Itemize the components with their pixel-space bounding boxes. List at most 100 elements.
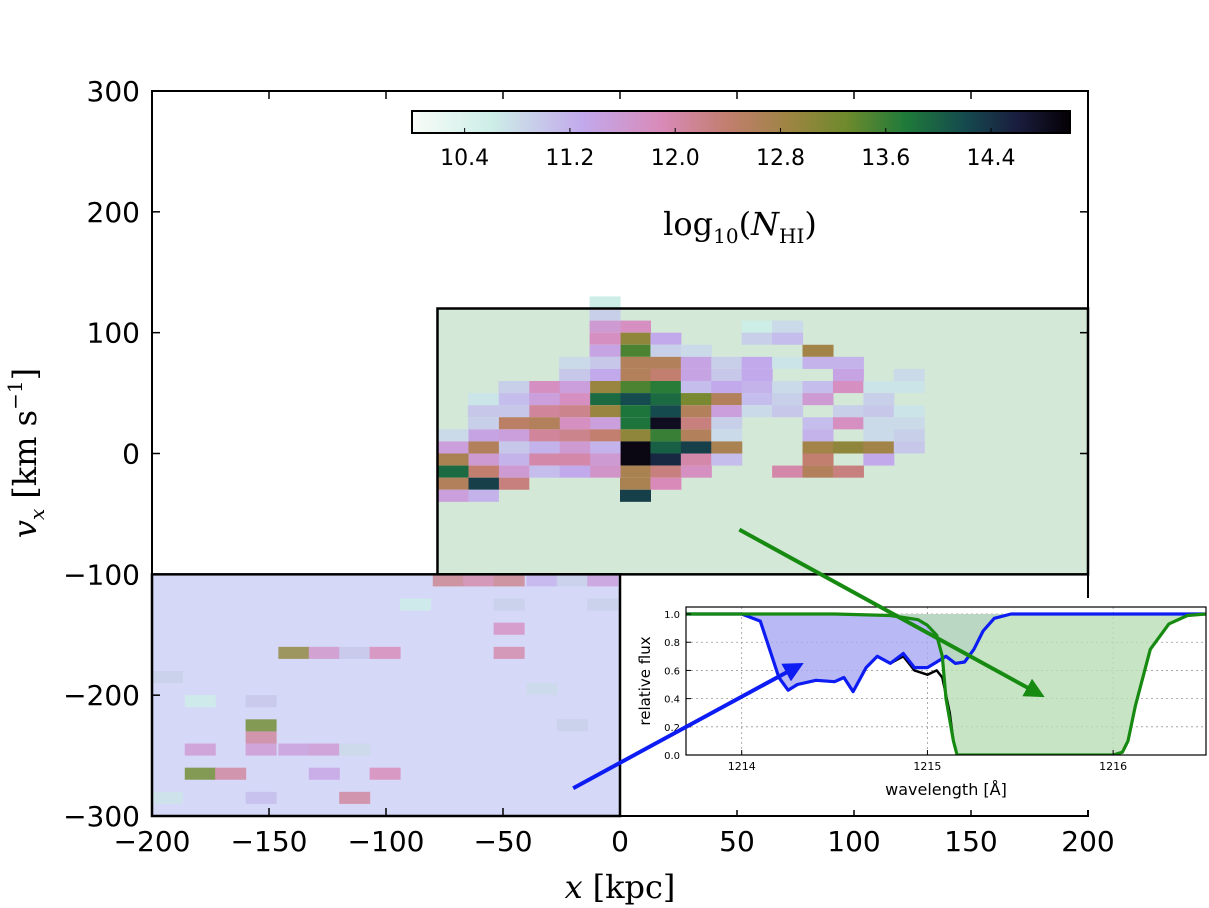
- x-tick-label: −150: [231, 825, 308, 858]
- heatmap-cell: [587, 574, 619, 587]
- main-x-axis-label: x [kpc]: [565, 868, 676, 906]
- heatmap-cell: [620, 405, 652, 418]
- colorbar-tick-label: 12.8: [756, 146, 805, 171]
- heatmap-cell: [498, 441, 530, 454]
- inset-lines: [686, 612, 1206, 755]
- heatmap-cell: [650, 368, 682, 381]
- heatmap-cell: [589, 429, 621, 442]
- heatmap-cell: [772, 332, 804, 345]
- inset-x-tick-label: 1215: [913, 760, 941, 773]
- colorbar-tick-label: 14.4: [967, 146, 1016, 171]
- heatmap-cell: [339, 646, 371, 659]
- heatmap-cell: [589, 465, 621, 478]
- heatmap-cell: [680, 417, 712, 430]
- heatmap-cell: [863, 381, 895, 394]
- heatmap-cell: [589, 320, 621, 333]
- colorbar-tick-label: 11.2: [545, 146, 594, 171]
- heatmap-cell: [437, 489, 469, 502]
- heatmap-cell: [589, 441, 621, 454]
- heatmap-cell: [437, 441, 469, 454]
- heatmap-cell: [620, 477, 652, 490]
- heatmap-cell: [741, 381, 773, 394]
- main-y-axis-label: vx[km s−1]: [3, 368, 49, 538]
- heatmap-cell: [620, 332, 652, 345]
- heatmap-cell: [589, 296, 621, 309]
- inset-x-tick-label: 1214: [728, 760, 756, 773]
- heatmap-cell: [339, 743, 371, 756]
- x-tick-label: 150: [944, 825, 997, 858]
- heatmap-cell: [245, 791, 277, 804]
- heatmap-cell: [528, 381, 560, 394]
- heatmap-cell: [467, 429, 499, 442]
- x-tick-label: 50: [719, 825, 755, 858]
- heatmap-cell: [559, 417, 591, 430]
- heatmap-cell: [526, 574, 558, 587]
- heatmap-cell: [680, 441, 712, 454]
- spectrum-inset: 1214 1215 1216 0.0 0.2 0.4 0.6 0.8 1.0 waveleng…: [622, 598, 1209, 810]
- colorbar-tick-label: 12.0: [651, 146, 700, 171]
- heatmap-cell: [772, 381, 804, 394]
- heatmap-cell: [620, 344, 652, 357]
- heatmap-cell: [308, 743, 340, 756]
- heatmap-cell: [893, 417, 925, 430]
- heatmap-cell: [802, 381, 834, 394]
- heatmap-cell: [589, 368, 621, 381]
- heatmap-cell: [152, 791, 184, 804]
- heatmap-cell: [559, 393, 591, 406]
- heatmap-cell: [741, 332, 773, 345]
- heatmap-cell: [650, 453, 682, 466]
- heatmap-cell: [711, 405, 743, 418]
- heatmap-cell: [498, 417, 530, 430]
- heatmap-cell: [528, 405, 560, 418]
- lower-heatmap-panel: [150, 573, 622, 818]
- heatmap-cell: [467, 393, 499, 406]
- inset-y-tick-label: 0.6: [664, 666, 680, 677]
- heatmap-cell: [680, 356, 712, 369]
- heatmap-cell: [711, 356, 743, 369]
- inset-y-tick-label: 0.8: [664, 638, 680, 649]
- heatmap-cell: [245, 731, 277, 744]
- heatmap-cell: [437, 465, 469, 478]
- heatmap-cell: [308, 646, 340, 659]
- heatmap-cell: [467, 477, 499, 490]
- heatmap-cell: [863, 441, 895, 454]
- heatmap-cell: [680, 381, 712, 394]
- heatmap-cell: [893, 441, 925, 454]
- heatmap-cell: [711, 368, 743, 381]
- heatmap-cell: [589, 308, 621, 321]
- heatmap-cell: [741, 368, 773, 381]
- heatmap-cell: [493, 646, 525, 659]
- x-tick-label: 0: [611, 825, 629, 858]
- heatmap-cell: [832, 465, 864, 478]
- heatmap-cell: [832, 417, 864, 430]
- heatmap-cell: [772, 465, 804, 478]
- heatmap-cell: [620, 453, 652, 466]
- heatmap-cell: [437, 477, 469, 490]
- heatmap-cell: [589, 332, 621, 345]
- heatmap-cell: [556, 574, 588, 587]
- heatmap-cell: [559, 405, 591, 418]
- y-tick-label: 0: [122, 438, 140, 471]
- heatmap-cell: [369, 646, 401, 659]
- heatmap-cell: [832, 405, 864, 418]
- main-y-axis-ticks: −300 −200 −100 0 100 200 300: [63, 75, 1088, 833]
- heatmap-cell: [245, 695, 277, 708]
- inset-y-tick-label: 0.4: [664, 695, 680, 706]
- heatmap-cell: [680, 429, 712, 442]
- heatmap-cell: [463, 574, 495, 587]
- heatmap-cell: [772, 320, 804, 333]
- heatmap-cell: [620, 489, 652, 502]
- heatmap-cell: [184, 743, 216, 756]
- heatmap-cell: [650, 417, 682, 430]
- y-tick-label: 200: [87, 196, 140, 229]
- heatmap-cell: [559, 465, 591, 478]
- heatmap-cell: [650, 332, 682, 345]
- heatmap-cell: [493, 622, 525, 635]
- heatmap-cell: [650, 344, 682, 357]
- heatmap-cell: [802, 453, 834, 466]
- heatmap-cell: [741, 356, 773, 369]
- heatmap-cell: [308, 767, 340, 780]
- heatmap-cell: [528, 393, 560, 406]
- main-x-axis-ticks: −200 −150 −100 −50 0 50 100 150 200: [114, 91, 1115, 858]
